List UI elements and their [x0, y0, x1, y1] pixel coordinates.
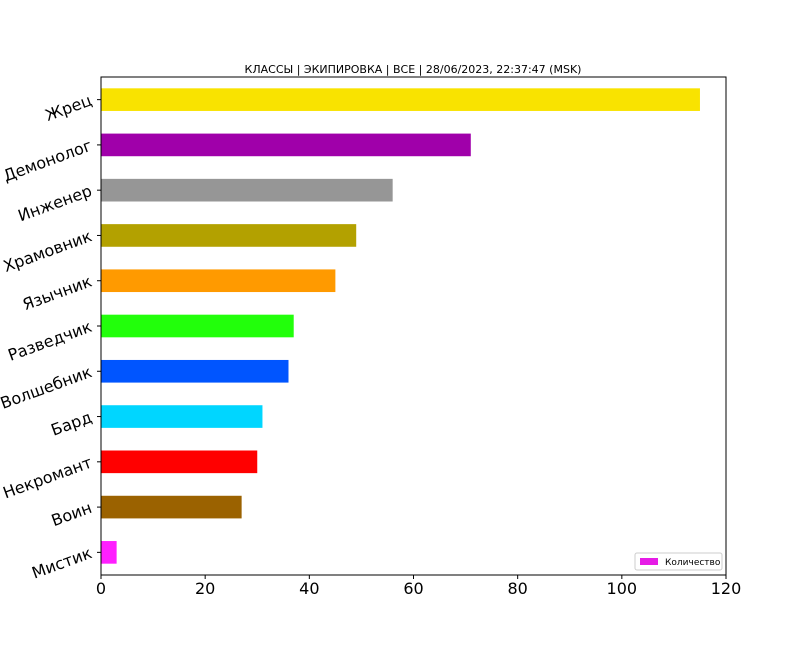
legend-box [634, 552, 723, 571]
y-tick-label-7: Бард [48, 407, 94, 439]
bar-5 [101, 314, 294, 338]
x-tick-label-5: 100 [607, 579, 638, 598]
bar-3 [101, 224, 357, 247]
x-tick-label-0: 0 [96, 579, 106, 598]
bar-9 [101, 495, 242, 519]
y-tick-label-5: Разведчик [5, 317, 94, 365]
legend-label: Количество [665, 558, 721, 568]
y-tick-label-0: Жрец [43, 91, 95, 125]
bar-10 [101, 541, 117, 564]
legend: Количество [634, 552, 723, 571]
bar-0 [101, 88, 700, 111]
x-tick-label-4: 80 [507, 579, 527, 598]
y-tick-label-1: Демонолог [1, 136, 95, 186]
bar-1 [101, 133, 471, 157]
bar-4 [101, 269, 336, 293]
y-tick-labels: Жрец ДемонологИнженерХрамовникЯзычникРазв… [0, 91, 101, 582]
x-tick-label-6: 120 [711, 579, 742, 598]
x-tick-label-2: 40 [299, 579, 319, 598]
x-tick-label-3: 60 [403, 579, 423, 598]
y-tick-label-2: Инженер [15, 181, 94, 225]
y-tick-label-6: Волшебник [0, 362, 95, 413]
bar-8 [101, 450, 258, 474]
x-tick-labels: 0 20 40 60 80 100 120 [96, 575, 741, 598]
bars-group [101, 88, 700, 564]
y-tick-label-3: Храмовник [1, 226, 95, 276]
bar-6 [101, 359, 289, 383]
plot-frame [100, 76, 727, 576]
y-tick-label-10: Мистик [29, 543, 94, 582]
legend-swatch [640, 558, 658, 565]
chart-title: КЛАССЫ | ЭКИПИРОВКА | ВСЕ | 28/06/2023, … [245, 63, 582, 76]
x-tick-label-1: 20 [195, 579, 215, 598]
bar-7 [101, 405, 263, 428]
y-tick-label-8: Некромант [0, 453, 94, 503]
y-tick-label-9: Воин [49, 498, 95, 530]
bar-2 [101, 178, 393, 202]
y-tick-label-4: Язычник [20, 272, 95, 315]
